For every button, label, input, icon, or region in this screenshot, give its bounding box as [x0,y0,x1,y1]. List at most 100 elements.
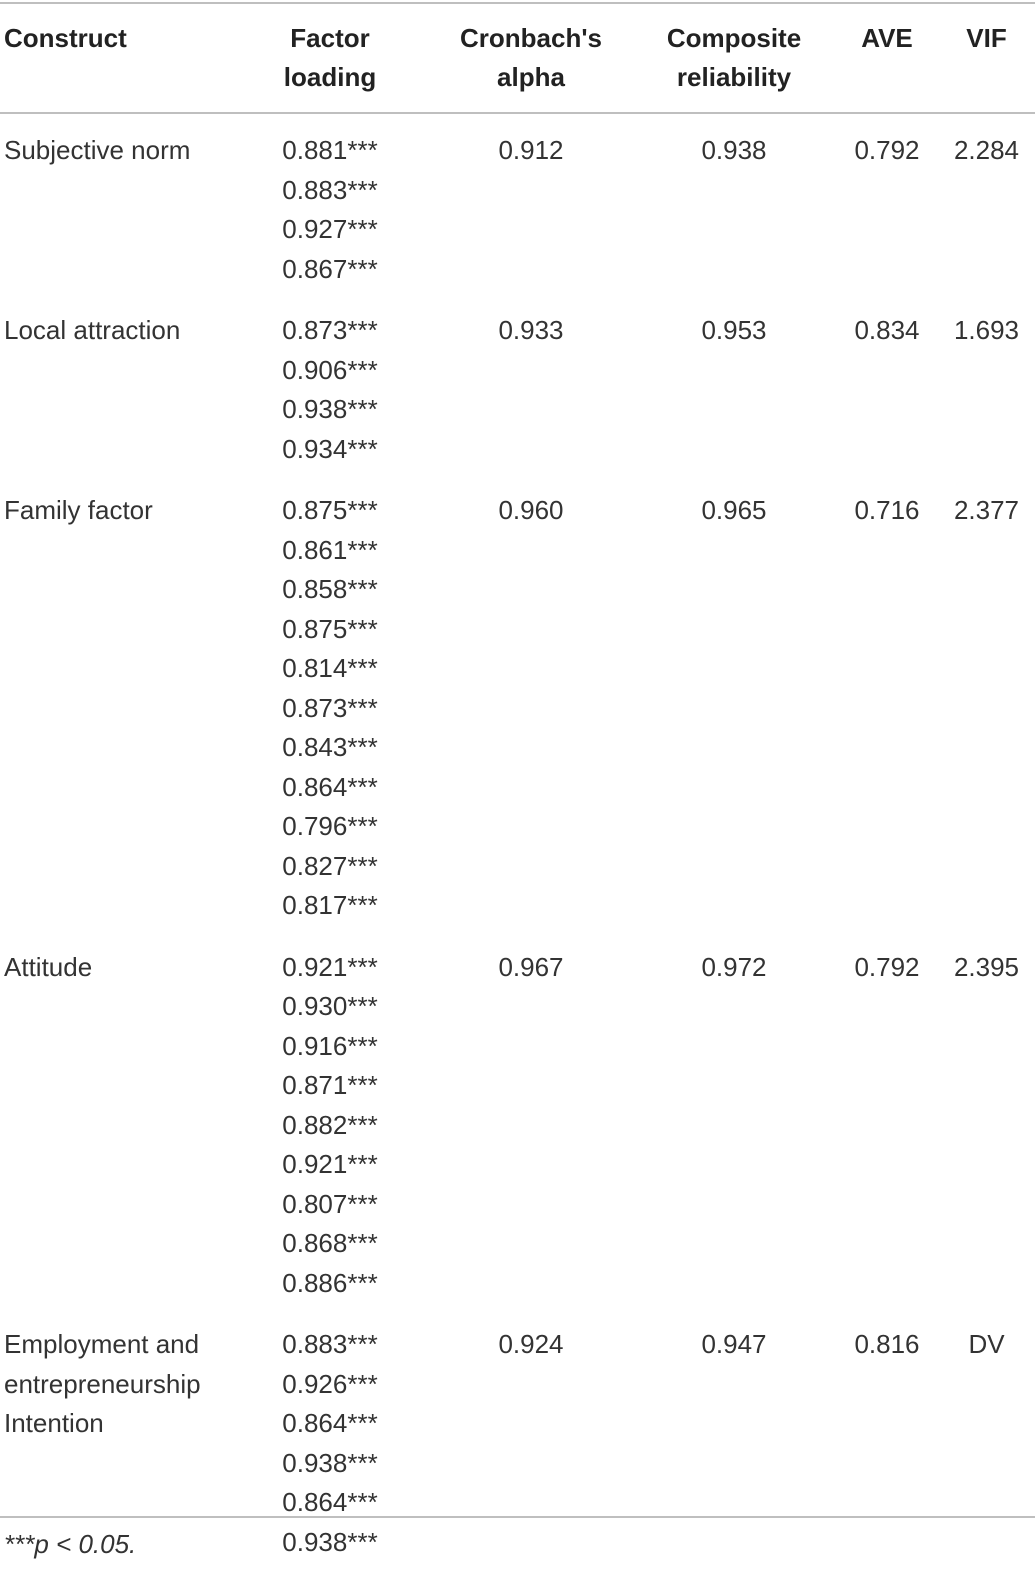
top-rule [0,2,1035,4]
factor-loading-cell: 0.873*** 0.906*** 0.938*** 0.934*** [230,296,430,476]
vif-cell: 2.395 [953,951,1020,982]
header-alpha-line2: alpha [497,62,565,92]
header-alpha-line1: Cronbach's [460,23,602,53]
table-row: Employment and entrepreneurship Intentio… [0,1310,1035,1569]
ave-cell: 0.834 [854,315,920,345]
factor-loading-value: 0.814*** [282,653,378,683]
ave-cell: 0.716 [854,495,920,525]
factor-loading-value: 0.868*** [282,1228,378,1258]
factor-loading-list: 0.873*** 0.906*** 0.938*** 0.934*** [230,311,430,469]
factor-loading-list: 0.881*** 0.883*** 0.927*** 0.867*** [230,131,430,289]
factor-loading-value: 0.883*** [282,174,378,205]
factor-loading-value: 0.807*** [282,1188,378,1219]
factor-loading-value: 0.886*** [282,1267,378,1298]
factor-loading-value: 0.867*** [282,253,378,284]
factor-loading-value: 0.930*** [282,991,378,1021]
factor-loading-cell: 0.883*** 0.926*** 0.864*** 0.938*** 0.864***… [230,1310,430,1569]
factor-loading-value: 0.927*** [282,214,378,244]
vif-cell: 2.377 [953,495,1020,525]
header-construct-label: Construct [4,23,127,53]
factor-loading-cell: 0.921*** 0.930*** 0.916*** 0.871*** 0.882***… [230,933,430,1311]
factor-loading-value: 0.858*** [282,574,378,604]
factor-loading-value: 0.938*** [282,394,378,424]
factor-loading-value: 0.883*** [282,1329,378,1359]
ave-cell: 0.792 [854,951,920,982]
composite-reliability-cell: 0.938 [701,135,767,165]
factor-loading-value: 0.906*** [282,354,378,385]
factor-loading-value: 0.938*** [282,1526,378,1557]
factor-loading-cell: 0.875*** 0.861*** 0.858*** 0.875*** 0.814***… [230,476,430,933]
factor-loading-list: 0.883*** 0.926*** 0.864*** 0.938*** 0.864***… [230,1325,430,1562]
construct-cell: Subjective norm [0,114,230,296]
factor-loading-value: 0.938*** [282,1447,378,1478]
table-row: Local attraction 0.873*** 0.906*** 0.938***… [0,296,1035,476]
construct-name: Employment and entrepreneurship Intentio… [4,1329,201,1438]
cronbach-alpha-cell: 0.960 [498,495,564,525]
factor-loading-value: 0.861*** [282,534,378,565]
composite-reliability-cell: 0.947 [701,1329,767,1359]
construct-name: Attitude [4,951,93,982]
factor-loading-value: 0.864*** [282,1487,378,1517]
table-body: Subjective norm 0.881*** 0.883*** 0.927*** 0… [0,114,1035,1569]
factor-loading-value: 0.926*** [282,1368,378,1399]
factor-loading-value: 0.843*** [282,732,378,762]
header-factor-loading-line2: loading [283,62,377,92]
factor-loading-value: 0.873*** [282,315,378,345]
ave-cell: 0.816 [854,1329,920,1359]
header-composite-reliability: Composite reliability [632,0,836,114]
header-ave-label: AVE [861,23,913,53]
vif-cell: 2.284 [953,135,1020,165]
factor-loading-value: 0.864*** [282,1408,378,1438]
header-cronbach-alpha: Cronbach's alpha [430,0,632,114]
factor-loading-value: 0.881*** [282,135,378,165]
factor-loading-value: 0.827*** [282,850,378,881]
header-factor-loading: Factor loading [230,0,430,114]
construct-cell: Family factor [0,476,230,933]
factor-loading-value: 0.864*** [282,771,378,802]
factor-loading-value: 0.873*** [282,692,378,723]
factor-loading-value: 0.875*** [282,495,378,525]
table-row: Attitude 0.921*** 0.930*** 0.916*** 0.871***… [0,933,1035,1311]
construct-cell: Attitude [0,933,230,1311]
factor-loading-value: 0.916*** [282,1030,378,1061]
factor-loading-value: 0.921*** [282,951,378,982]
header-composite-line2: reliability [676,62,792,92]
bottom-rule [0,1516,1035,1518]
ave-cell: 0.792 [854,135,920,165]
construct-name: Family factor [4,495,153,525]
vif-cell: DV [968,1329,1005,1359]
vif-cell: 1.693 [953,315,1020,345]
header-vif: VIF [938,0,1035,114]
factor-loading-list: 0.921*** 0.930*** 0.916*** 0.871*** 0.882***… [230,948,430,1304]
header-construct: Construct [0,0,230,114]
construct-cell: Local attraction [0,296,230,476]
composite-reliability-cell: 0.953 [701,315,767,345]
header-ave: AVE [836,0,938,114]
table-row: Subjective norm 0.881*** 0.883*** 0.927*** 0… [0,114,1035,296]
cronbach-alpha-cell: 0.933 [498,315,564,345]
composite-reliability-cell: 0.965 [701,495,767,525]
factor-loading-cell: 0.881*** 0.883*** 0.927*** 0.867*** [230,114,430,296]
header-rule [0,112,1035,114]
factor-loading-value: 0.921*** [282,1149,378,1179]
table-header: Construct Factor loading Cronbach's alph… [0,0,1035,114]
factor-loading-value: 0.817*** [282,890,378,920]
factor-loading-value: 0.882*** [282,1109,378,1140]
construct-cell: Employment and entrepreneurship Intentio… [0,1310,230,1569]
composite-reliability-cell: 0.972 [701,951,767,982]
factor-loading-value: 0.875*** [282,613,378,644]
factor-loading-value: 0.871*** [282,1070,378,1100]
cronbach-alpha-cell: 0.967 [498,951,564,982]
factor-loading-value: 0.796*** [282,811,378,841]
header-composite-line1: Composite [666,23,802,53]
construct-name: Subjective norm [4,135,191,165]
factor-loading-list: 0.875*** 0.861*** 0.858*** 0.875*** 0.814***… [230,491,430,926]
header-factor-loading-line1: Factor [290,23,370,53]
cronbach-alpha-cell: 0.912 [498,135,564,165]
factor-loading-value: 0.934*** [282,433,378,464]
construct-name: Local attraction [4,315,181,345]
cronbach-alpha-cell: 0.924 [498,1329,564,1359]
table-row: Family factor 0.875*** 0.861*** 0.858*** 0.8… [0,476,1035,933]
header-row: Construct Factor loading Cronbach's alph… [0,0,1035,114]
